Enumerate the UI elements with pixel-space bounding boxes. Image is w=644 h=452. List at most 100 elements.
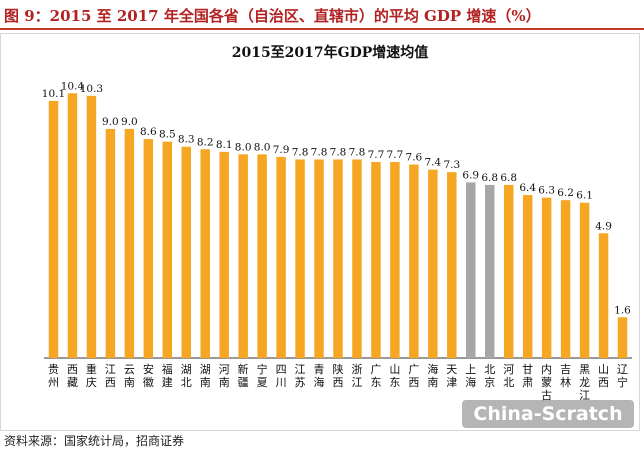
x-tick-label-北京: 北京	[484, 363, 495, 389]
chart-frame	[0, 33, 640, 431]
value-label-新疆: 8.0	[235, 141, 252, 153]
figure-title: 图 9：2015 至 2017 年全国各省（自治区、直辖市）的平均 GDP 增速…	[4, 7, 541, 25]
x-tick-label-黑龙江: 黑龙江	[579, 363, 590, 402]
value-label-湖南: 8.2	[197, 136, 214, 148]
value-label-四川: 7.9	[273, 144, 290, 156]
value-label-西藏: 10.4	[61, 80, 85, 92]
x-tick-label-湖北: 湖北	[181, 363, 192, 389]
value-label-group: 10.110.410.39.0 9.08.6 8.5 8.3 8.2 8.1 8.0 8.0 7…	[42, 80, 631, 316]
bar-上海	[466, 182, 476, 358]
x-tick-label-湖南: 湖南	[200, 363, 211, 389]
bar-宁夏	[257, 154, 267, 358]
value-label-湖北: 8.3	[178, 134, 195, 146]
bar-河南	[219, 151, 229, 358]
x-tick-label-福建: 福建	[162, 362, 173, 389]
value-label-云南: 9.0	[121, 116, 138, 128]
value-label-吉林: 6.2	[557, 187, 574, 199]
x-tick-label-海南: 海南	[427, 362, 438, 389]
value-label-宁夏: 8.0	[254, 141, 271, 153]
bar-贵州	[48, 100, 59, 358]
x-tick-label-江苏: 江苏	[295, 363, 306, 389]
value-label-上海: 6.9	[462, 169, 479, 181]
x-tick-label-重庆: 重庆	[86, 362, 97, 389]
bar-湖北	[181, 146, 191, 358]
x-tick-label-四川: 四川	[276, 363, 287, 389]
x-tick-label-安徽: 安徽	[143, 362, 154, 389]
x-tick-label-广西: 广西	[408, 363, 419, 389]
x-tick-label-内蒙古: 内蒙古	[541, 362, 552, 402]
x-tick-label-辽宁: 辽宁	[617, 363, 628, 389]
value-label-天津: 7.3	[443, 159, 460, 171]
x-tick-label-group: 贵州西藏重庆江西云南安徽福建湖北湖南河南新疆宁夏四川江苏青海陕西浙江广东山东广西…	[48, 362, 628, 402]
x-tick-label-宁夏: 宁夏	[257, 362, 268, 389]
bar-安徽	[143, 139, 154, 358]
value-label-福建: 8.5	[159, 129, 176, 141]
value-label-山西: 4.9	[595, 220, 612, 232]
bar-江苏	[295, 159, 305, 358]
value-label-广东: 7.7	[368, 149, 385, 161]
value-label-陕西: 7.8	[330, 146, 347, 158]
figure-header: 图 9：2015 至 2017 年全国各省（自治区、直辖市）的平均 GDP 增速…	[0, 0, 644, 30]
value-label-安徽: 8.6	[140, 126, 157, 138]
value-label-广西: 7.6	[406, 152, 423, 164]
x-tick-label-甘肃: 甘肃	[522, 363, 533, 389]
x-tick-label-青海: 青海	[314, 363, 325, 389]
bar-甘肃	[522, 195, 533, 358]
bar-江西	[105, 128, 116, 358]
x-tick-label-陕西: 陕西	[333, 362, 344, 389]
value-label-甘肃: 6.4	[519, 182, 536, 194]
bar-山东	[390, 162, 400, 358]
bar-北京	[485, 184, 495, 358]
source-note: 资料来源：国家统计局，招商证券	[4, 434, 185, 448]
value-label-浙江: 7.8	[349, 146, 366, 158]
x-tick-label-贵州: 贵州	[48, 363, 59, 389]
value-label-黑龙江: 6.1	[576, 190, 593, 202]
chart-title: 2015至2017年GDP增速均值	[232, 44, 429, 61]
bar-group	[48, 93, 628, 358]
bar-四川	[276, 156, 286, 358]
bar-西藏	[67, 93, 78, 358]
x-tick-label-河北: 河北	[503, 363, 514, 389]
x-tick-label-天津: 天津	[446, 363, 457, 389]
value-label-海南: 7.4	[424, 157, 441, 169]
value-label-贵州: 10.1	[42, 88, 65, 100]
bar-新疆	[238, 154, 248, 358]
bar-山西	[598, 233, 609, 358]
bar-吉林	[560, 200, 571, 358]
value-label-江西: 9.0	[102, 116, 119, 128]
value-label-辽宁: 1.6	[614, 304, 631, 316]
bar-辽宁	[617, 317, 628, 358]
value-label-河北: 6.8	[500, 172, 517, 184]
value-label-北京: 6.8	[481, 172, 498, 184]
bar-广东	[371, 162, 381, 358]
bar-青海	[314, 159, 324, 358]
watermark-logo: China-Scratch	[462, 400, 634, 428]
value-label-重庆: 10.3	[80, 83, 103, 95]
bar-福建	[162, 141, 173, 358]
x-tick-label-吉林: 吉林	[560, 363, 571, 389]
bar-海南	[428, 169, 438, 358]
bar-河北	[503, 184, 514, 358]
x-tick-label-广东: 广东	[370, 363, 381, 389]
value-label-内蒙古: 6.3	[538, 185, 555, 197]
value-label-山东: 7.7	[387, 149, 404, 161]
x-tick-label-浙江: 浙江	[351, 363, 362, 389]
x-tick-label-上海: 上海	[465, 363, 476, 389]
bar-陕西	[333, 159, 343, 358]
x-tick-label-山西: 山西	[598, 363, 609, 389]
bar-湖南	[200, 149, 210, 358]
x-tick-label-新疆: 新疆	[238, 362, 249, 389]
bar-云南	[124, 128, 135, 358]
value-label-河南: 8.1	[216, 139, 233, 151]
bar-天津	[447, 172, 457, 358]
gdp-growth-bar-chart: 2015至2017年GDP增速均值 10.110.410.39.0 9.08.6 8…	[42, 44, 632, 402]
value-label-青海: 7.8	[311, 146, 328, 158]
value-label-江苏: 7.8	[292, 146, 309, 158]
bar-内蒙古	[541, 197, 552, 358]
x-tick-label-西藏: 西藏	[67, 363, 78, 389]
bar-黑龙江	[579, 202, 590, 358]
x-tick-label-云南: 云南	[124, 363, 135, 389]
bar-重庆	[86, 95, 97, 358]
bar-广西	[409, 164, 419, 358]
bar-浙江	[352, 159, 362, 358]
